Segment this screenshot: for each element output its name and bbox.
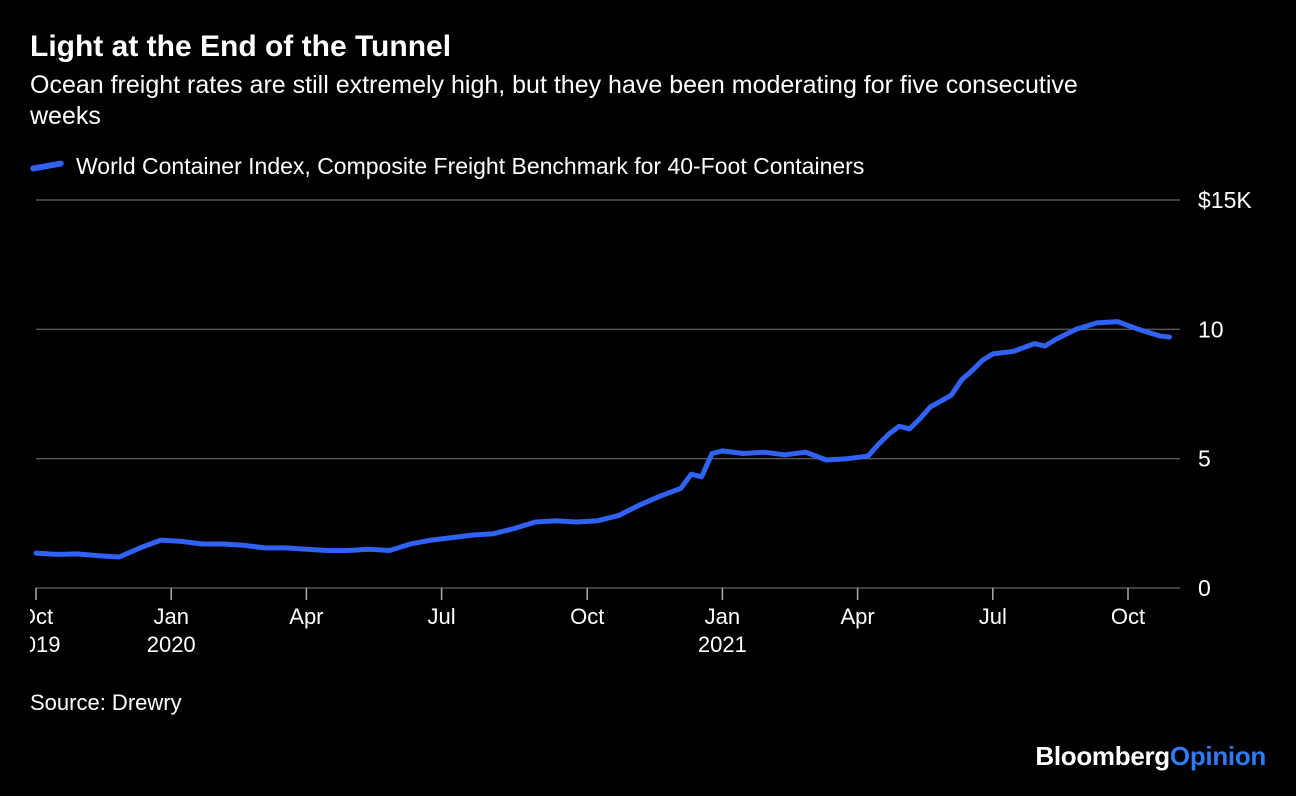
x-axis-label-year: 2019	[30, 632, 60, 657]
legend-swatch	[30, 160, 65, 172]
x-axis-label: Jul	[979, 604, 1007, 629]
y-axis-label: $15K	[1198, 188, 1252, 213]
x-axis-label-year: 2021	[698, 632, 747, 657]
x-axis-label: Oct	[30, 604, 53, 629]
x-axis-label: Jul	[428, 604, 456, 629]
brand-part1: Bloomberg	[1035, 741, 1170, 771]
source-label: Source: Drewry	[30, 690, 1266, 716]
brand-logo: BloombergOpinion	[1035, 741, 1266, 772]
x-axis-label: Apr	[840, 604, 874, 629]
y-axis-label: 0	[1198, 575, 1211, 601]
x-axis-label: Oct	[570, 604, 604, 629]
y-axis-label: 10	[1198, 316, 1224, 342]
x-axis-label: Jan	[705, 604, 740, 629]
x-axis-label: Apr	[289, 604, 323, 629]
brand-part2: Opinion	[1170, 741, 1266, 771]
x-axis-label: Oct	[1111, 604, 1145, 629]
chart-title: Light at the End of the Tunnel	[30, 30, 1266, 64]
data-line	[36, 321, 1170, 556]
chart-legend: World Container Index, Composite Freight…	[30, 153, 1266, 180]
x-axis-label-year: 2020	[147, 632, 196, 657]
y-axis-label: 5	[1198, 445, 1211, 471]
legend-label: World Container Index, Composite Freight…	[76, 153, 864, 180]
chart-plot: Oct2019Jan2020AprJulOctJan2021AprJulOct …	[30, 188, 1266, 668]
chart-subtitle: Ocean freight rates are still extremely …	[30, 70, 1130, 133]
x-axis-label: Jan	[153, 604, 188, 629]
